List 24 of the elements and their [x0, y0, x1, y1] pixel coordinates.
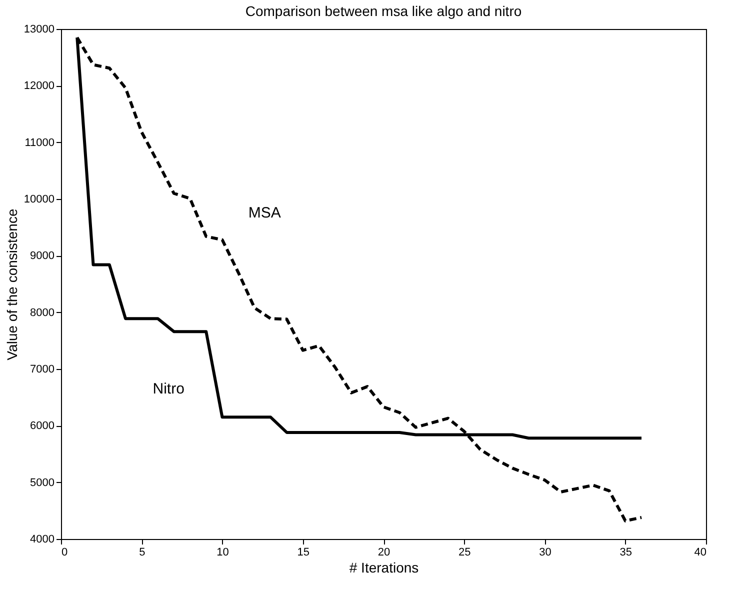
- y-tick-label: 9000: [30, 250, 54, 262]
- x-tick-label: 25: [458, 546, 471, 558]
- y-tick-label: 11000: [24, 136, 54, 149]
- x-tick-label: 35: [620, 546, 632, 558]
- text: Nitro: [152, 380, 184, 398]
- y-tick-label: 5000: [30, 476, 54, 489]
- x-tick-label: 0: [62, 546, 68, 558]
- y-tick-label: 8000: [30, 306, 54, 319]
- y-tick-label: 13000: [24, 24, 54, 36]
- x-tick-label: 40: [694, 546, 706, 558]
- y-tick-label: 12000: [24, 80, 54, 92]
- x-tick-label: 5: [139, 546, 146, 558]
- x-axis-title: # Iterations: [349, 560, 419, 576]
- y-axis-title: Value of the consistence: [4, 208, 20, 360]
- x-tick-label: 30: [539, 546, 552, 558]
- y-tick-label: 4000: [30, 534, 54, 546]
- x-tick-label: 10: [216, 546, 229, 558]
- y-tick-label: 6000: [30, 420, 54, 432]
- y-tick-label: 10000: [24, 194, 54, 206]
- chart-title: Comparison between msa like algo and nitro: [245, 3, 522, 19]
- x-tick-label: 15: [297, 546, 310, 558]
- x-tick-label: 20: [378, 546, 390, 558]
- y-tick-label: 7000: [30, 364, 54, 376]
- text: MSA: [248, 204, 281, 222]
